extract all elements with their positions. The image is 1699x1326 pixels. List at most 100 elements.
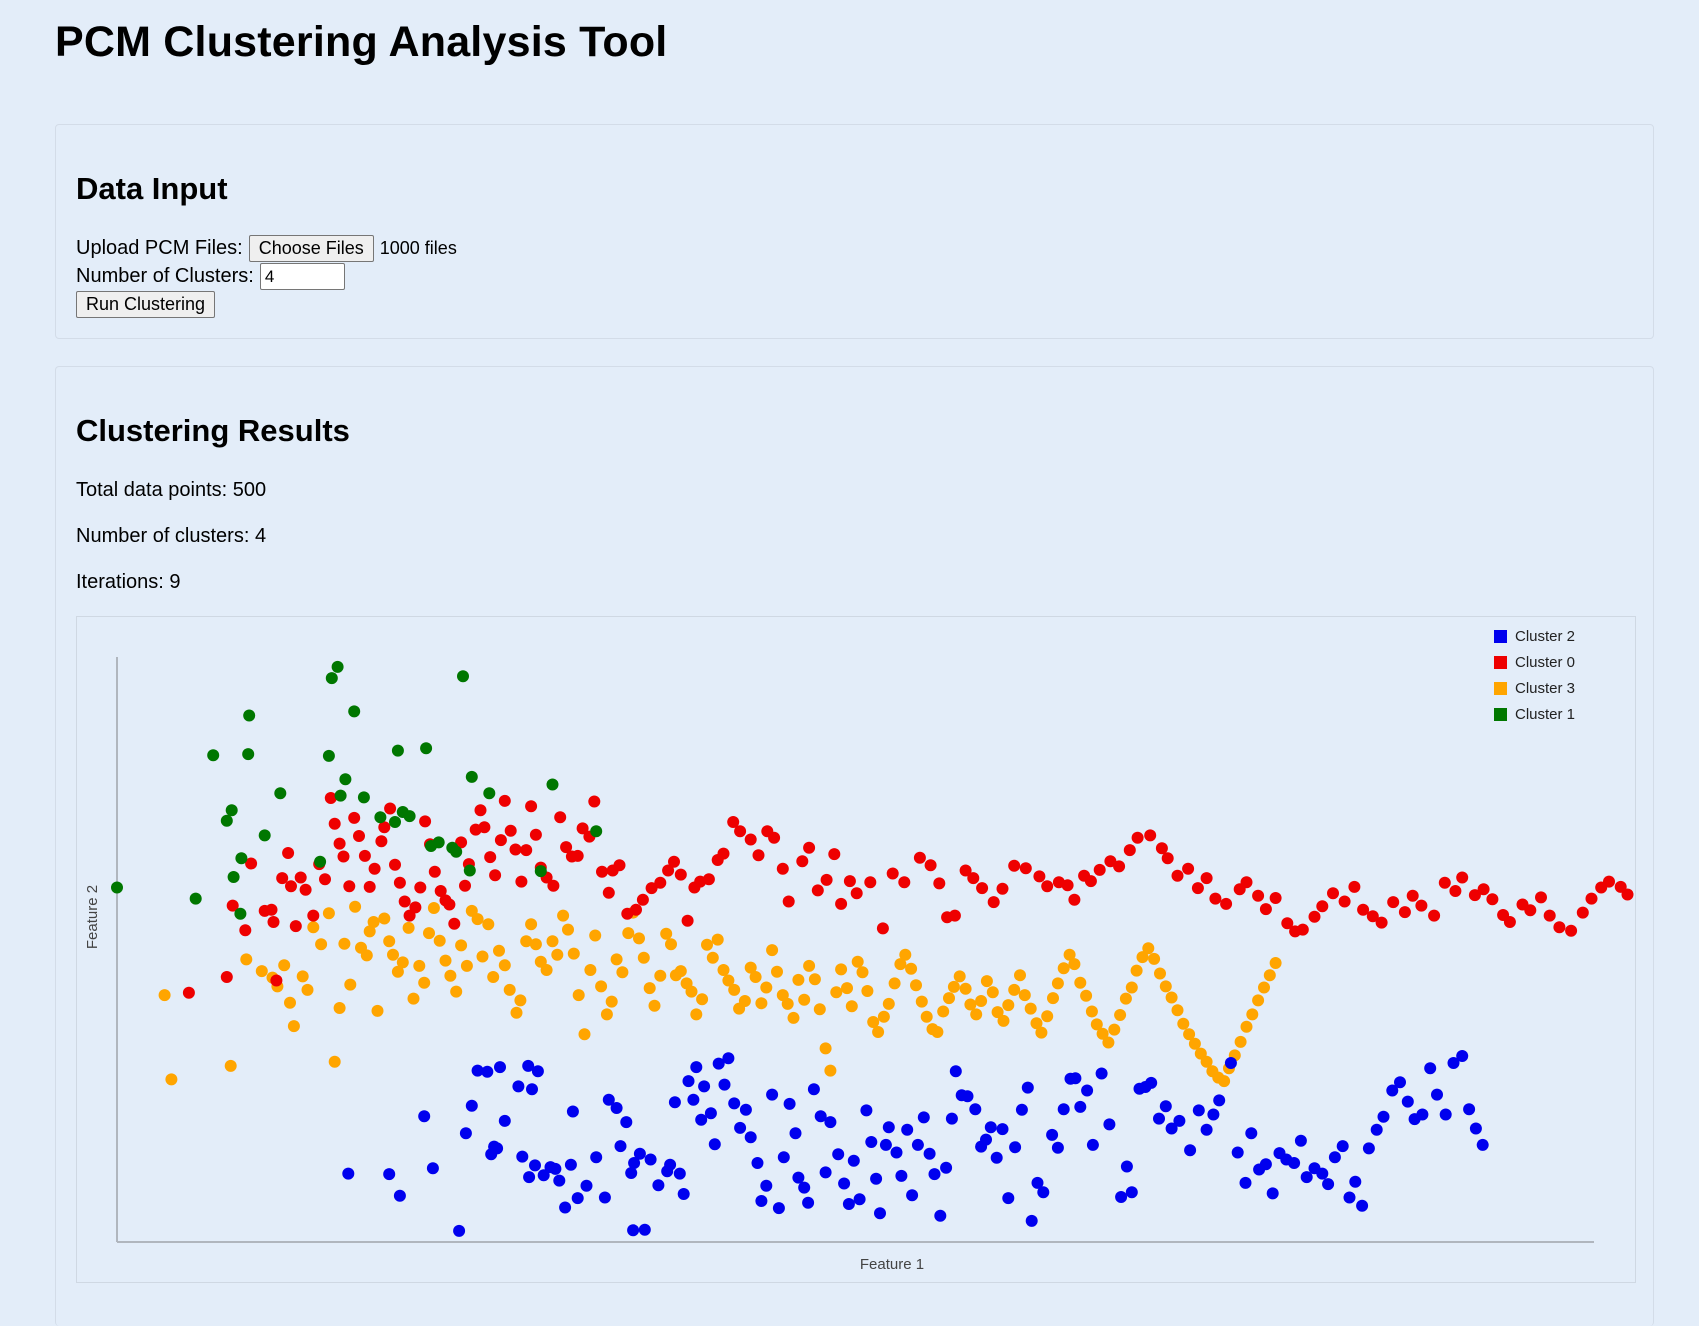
data-point	[564, 1158, 577, 1171]
data-point	[1096, 1027, 1109, 1040]
data-point	[1015, 1103, 1028, 1116]
data-point	[398, 895, 411, 908]
data-point	[526, 1083, 538, 1096]
data-point	[802, 1196, 815, 1209]
data-point	[851, 955, 864, 968]
data-point	[1069, 1072, 1082, 1085]
data-point	[1406, 889, 1419, 902]
data-point	[515, 875, 528, 888]
data-point	[782, 895, 795, 908]
data-point	[525, 918, 538, 931]
data-point	[514, 994, 527, 1007]
data-point	[1008, 983, 1021, 996]
data-point	[811, 884, 824, 897]
data-point	[842, 1198, 855, 1210]
data-point	[450, 845, 463, 858]
choose-files-button[interactable]: Choose Files	[248, 235, 374, 262]
data-point	[344, 978, 357, 991]
data-point	[523, 1171, 536, 1184]
data-point	[879, 1138, 892, 1151]
data-point	[722, 974, 735, 987]
data-point	[1030, 1017, 1043, 1030]
data-point	[389, 816, 401, 828]
data-point	[1477, 883, 1490, 896]
data-point	[1192, 1104, 1205, 1117]
data-point	[402, 921, 415, 934]
data-point	[314, 855, 327, 868]
run-clustering-button[interactable]: Run Clustering	[76, 291, 216, 318]
data-point	[920, 1010, 933, 1023]
data-point	[368, 862, 381, 875]
data-point	[520, 844, 533, 857]
data-point	[1057, 962, 1070, 975]
data-point	[1184, 1144, 1197, 1157]
data-point	[1068, 893, 1081, 906]
data-point	[776, 862, 789, 875]
data-point	[1081, 1084, 1094, 1097]
data-point	[648, 999, 661, 1012]
data-point	[877, 1010, 890, 1023]
data-point	[242, 748, 255, 761]
data-point	[357, 791, 370, 804]
data-point	[1258, 981, 1270, 994]
data-point	[571, 849, 584, 862]
data-point	[1209, 892, 1222, 905]
data-point	[913, 851, 926, 864]
data-point	[948, 909, 961, 922]
data-point	[847, 1154, 860, 1167]
clusters-input[interactable]	[259, 263, 345, 290]
data-point	[755, 997, 768, 1010]
data-point	[182, 986, 195, 999]
data-point	[243, 709, 256, 722]
data-point	[1200, 1055, 1213, 1068]
data-point	[1338, 895, 1351, 908]
data-point	[1327, 887, 1339, 900]
data-point	[803, 841, 816, 854]
data-point	[465, 770, 478, 783]
data-point	[509, 843, 522, 856]
data-point	[1061, 879, 1074, 892]
data-point	[434, 885, 447, 897]
data-point	[595, 980, 608, 993]
iterations-text: Iterations: 9	[76, 571, 181, 593]
results-title: Clustering Results	[76, 413, 350, 448]
data-point	[590, 825, 603, 838]
data-point	[471, 913, 484, 926]
data-point	[687, 1093, 700, 1106]
data-point	[959, 864, 972, 877]
data-point	[393, 1189, 406, 1202]
data-point	[1263, 969, 1276, 982]
data-point	[158, 989, 171, 1002]
data-point	[448, 917, 461, 930]
data-point	[455, 939, 468, 952]
data-point	[384, 802, 397, 815]
data-point	[1316, 900, 1329, 913]
data-point	[1035, 1026, 1048, 1039]
data-point	[717, 847, 730, 860]
data-point	[433, 934, 446, 947]
data-point	[383, 935, 396, 948]
data-point	[220, 971, 233, 983]
data-point	[571, 1192, 584, 1205]
data-point	[668, 855, 680, 868]
data-point	[383, 1168, 396, 1181]
data-point	[363, 880, 376, 893]
data-point	[789, 1127, 802, 1140]
data-point	[911, 1138, 924, 1151]
data-point	[491, 1142, 504, 1155]
data-point	[986, 986, 999, 999]
data-point	[487, 971, 500, 983]
data-point	[996, 882, 1009, 895]
data-point	[664, 1158, 677, 1171]
data-point	[820, 873, 833, 886]
data-point	[403, 810, 416, 823]
data-point	[905, 962, 918, 975]
data-point	[348, 705, 361, 718]
data-point	[282, 847, 295, 859]
data-point	[333, 1002, 346, 1014]
data-point	[584, 964, 597, 976]
data-point	[1177, 1017, 1190, 1030]
data-point	[334, 789, 347, 802]
data-point	[734, 825, 747, 838]
data-point	[1131, 831, 1144, 844]
